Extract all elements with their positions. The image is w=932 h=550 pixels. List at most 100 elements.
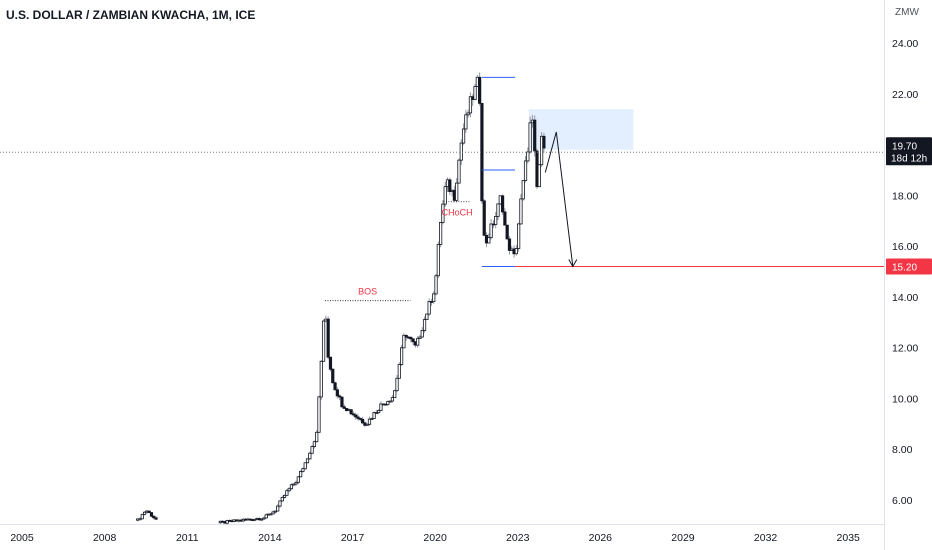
candle-body [487,237,491,244]
candle-body [269,513,273,516]
candle-body [379,403,383,411]
candle-body [411,338,415,343]
candle-body [142,511,147,515]
candle-body [152,515,156,519]
candle-body [296,476,300,483]
candle-body [331,368,335,384]
candle-body [374,412,378,414]
candle-body [276,505,280,512]
candle-body [432,293,436,302]
candle-body [367,418,372,425]
candle-body [292,483,296,486]
supply-zone-box [528,109,634,150]
candle-body [393,390,397,399]
candle-body [149,512,154,517]
candle-body [533,119,537,152]
time-tick-label: 2029 [671,532,695,544]
candle-body [390,397,395,402]
chart-title: U.S. DOLLAR / ZAMBIAN KWACHA, 1M, ICE [6,8,256,22]
time-tick-label: 2011 [176,532,199,544]
time-tick-label: 2026 [589,532,613,544]
price-tick-label: 8.00 [892,444,913,456]
candle-body [262,517,266,520]
time-tick-label: 2008 [93,532,117,544]
candle-body [496,203,500,217]
candle-body [404,334,408,338]
candle-body [439,221,443,245]
candle-body [519,198,523,225]
price-tick-label: 6.00 [892,495,913,507]
candle-body [138,518,142,521]
candle-body [537,164,541,188]
candle-body [422,319,427,331]
time-tick-label: 2020 [423,532,447,544]
candle-body [315,431,319,443]
candle-body [489,223,493,239]
price-tick-label: 24.00 [892,38,918,50]
price-tick-label: 14.00 [892,292,918,304]
candle-body [436,244,440,277]
candle-body [317,396,321,433]
target-price-value: 15.20 [892,262,917,273]
candle-body [468,96,473,114]
candle-body [287,488,291,492]
projection-path [544,131,574,267]
candle-body [420,329,424,338]
candle-body [225,519,229,524]
candle-body [349,409,353,415]
candle-body [517,223,521,249]
time-tick-label: 2023 [506,532,530,544]
candle-body [500,195,505,213]
candle-body [299,471,303,478]
price-tick-label: 10.00 [892,393,918,405]
candle-body [539,135,544,166]
candle-body [308,452,312,460]
time-tick-label: 2005 [10,532,34,544]
candle-body [397,364,401,379]
candle-body [303,462,307,470]
candle-body [400,347,404,365]
candle-body [466,112,470,116]
candles-layer [136,72,546,525]
candle-body [377,410,381,413]
candle-body [505,224,509,240]
candle-body [319,360,323,398]
candle-body [365,423,369,426]
candle-body [282,494,287,498]
candle-body [514,248,518,255]
candle-body [356,416,360,419]
candle-body [434,275,438,295]
candle-body [370,418,374,421]
candle-body [358,418,362,420]
candle-body [459,142,463,161]
candle-body [461,128,466,144]
candle-body [372,412,376,420]
candle-body [328,356,333,370]
candle-body [260,518,264,521]
bos-label: BOS [358,287,377,297]
candle-body [425,313,429,320]
candle-body [521,180,525,200]
currency-label: ZMW [895,7,919,18]
candle-body [301,468,305,472]
time-axis[interactable]: 2005 2008 2011 2014 2017 2020 2023 2026 2029 2032… [10,532,860,544]
candle-body [503,211,507,226]
candle-body [271,511,275,515]
candle-body [526,151,530,162]
candle-body [402,334,406,349]
candle-body [285,490,289,496]
candle-body [342,406,346,409]
candle-body [455,182,459,201]
level-lines-layer [0,76,884,267]
candle-body [289,484,294,490]
candle-body [321,320,326,362]
candle-body [340,396,344,408]
candle-body [335,389,339,397]
candle-body [478,76,482,104]
projection-arrowhead [568,259,578,268]
candle-body [507,238,512,251]
current-price-value: 19.70 [892,141,917,152]
candle-body [326,318,330,358]
